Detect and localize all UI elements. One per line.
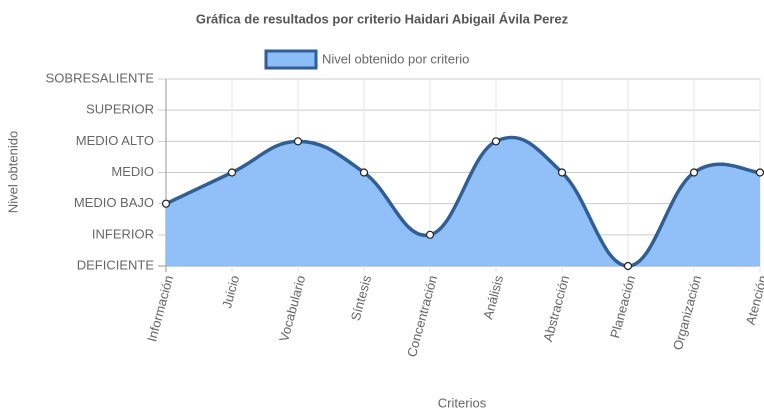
y-tick-label: SUPERIOR	[86, 102, 154, 117]
point	[161, 199, 171, 208]
legend-swatch	[264, 49, 318, 70]
legend-label: Nivel obtenido por criterio	[322, 51, 469, 66]
x-tick-label: Información	[144, 274, 176, 343]
point	[689, 168, 699, 177]
x-tick-label: Abstracción	[540, 274, 572, 343]
point	[755, 168, 764, 177]
x-tick-label: Atención	[743, 274, 764, 327]
y-axis-label: Nivel obtenido	[5, 131, 20, 213]
point	[359, 168, 369, 177]
chart-title: Gráfica de resultados por criterio Haida…	[196, 11, 569, 26]
area	[166, 137, 760, 266]
point	[227, 168, 237, 177]
line	[165, 135, 761, 268]
x-axis-label: Criterios	[438, 395, 487, 410]
x-tick-label: Concentración	[404, 274, 440, 359]
x-tick-label: Vocabulario	[276, 274, 308, 344]
x-tick-label: Juicio	[219, 274, 242, 310]
x-tick-label: Análisis	[480, 273, 506, 321]
point	[425, 230, 435, 239]
point	[491, 137, 501, 146]
point	[557, 168, 567, 177]
x-tick-label: Organización	[670, 274, 704, 352]
x-tick-label: Síntesis	[348, 273, 375, 322]
point	[293, 137, 303, 146]
y-tick-label: DEFICIENTE	[77, 257, 155, 272]
point	[623, 261, 633, 271]
x-tick-label: Planeación	[607, 274, 638, 340]
y-tick-label: MEDIO ALTO	[76, 133, 154, 148]
y-tick-label: SOBRESALIENTE	[46, 70, 155, 85]
y-tick-label: MEDIO BAJO	[74, 195, 154, 210]
y-tick-label: INFERIOR	[92, 226, 154, 241]
y-tick-label: MEDIO	[111, 164, 154, 179]
